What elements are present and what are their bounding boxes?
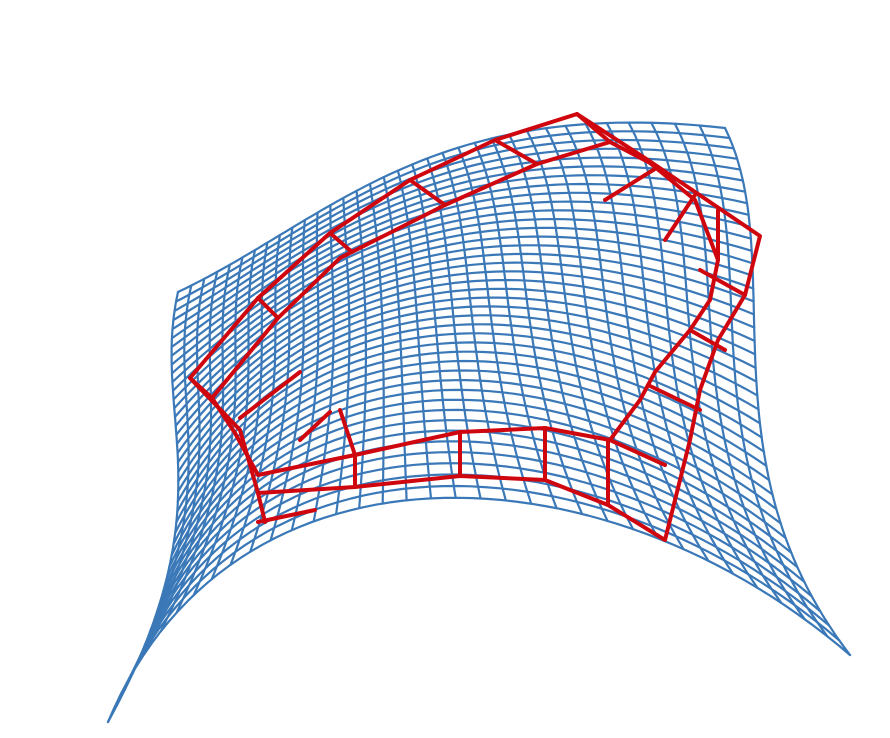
mesh-column-line [627, 121, 759, 589]
mesh-row-line [154, 419, 793, 619]
mesh-column-line [507, 133, 609, 523]
mesh-column-line [210, 241, 269, 581]
mesh-column-line [544, 127, 660, 540]
mesh-column-line [411, 163, 457, 499]
mesh-column-line [130, 277, 206, 675]
frame-rung [188, 376, 214, 400]
mesh-column-line [526, 130, 635, 531]
frame-rung [238, 370, 302, 420]
frame-rung [698, 268, 747, 297]
mesh-column-line [355, 189, 367, 510]
mesh-column-line [368, 182, 385, 505]
frame-rung [603, 165, 660, 202]
mesh-column-line [118, 284, 193, 699]
frame-rung [646, 383, 702, 412]
frame-rung [298, 410, 332, 442]
mesh-column-line [564, 124, 685, 551]
mesh-column-line [441, 151, 507, 502]
mesh-column-line [290, 211, 320, 532]
mesh-column-line [490, 137, 584, 516]
mesh-column-line [312, 204, 335, 523]
mesh-column-line [605, 121, 735, 575]
frame-rung [493, 138, 539, 166]
mesh-column-line [650, 121, 783, 604]
mesh-column-line [723, 126, 852, 657]
frame-rung [608, 438, 667, 467]
mesh-row-line [172, 147, 739, 322]
mesh-column-line [269, 219, 306, 542]
mesh-column-line [382, 176, 408, 502]
mesh-column-line [144, 270, 219, 653]
frame-rung [408, 178, 447, 207]
frame-rung [688, 328, 727, 352]
frame-rung [328, 231, 354, 254]
frame-rung [575, 112, 612, 144]
mesh-column-line [473, 141, 558, 510]
mesh-column-line [175, 256, 244, 614]
mesh-row-line [131, 462, 822, 676]
mesh-column-line [335, 196, 351, 516]
frame-rung [256, 508, 317, 524]
mesh-column-line [106, 290, 180, 724]
frame-rung [338, 408, 357, 457]
mesh-row-line [137, 451, 813, 661]
mesh-column-line [673, 122, 806, 621]
red-frame-overlay [188, 112, 762, 542]
frame-rung [256, 491, 267, 524]
frame-rung [663, 193, 697, 242]
mesh-column-line [396, 169, 433, 500]
mesh-column-line [584, 123, 710, 562]
frame-rung [256, 296, 280, 320]
frame-outer-loop [188, 112, 762, 542]
mesh-column-line [192, 249, 257, 597]
mesh-column-line [698, 124, 829, 638]
mesh-row-line [123, 473, 831, 691]
blue-surface-mesh [106, 121, 852, 724]
frame-inner-loop [210, 140, 720, 477]
